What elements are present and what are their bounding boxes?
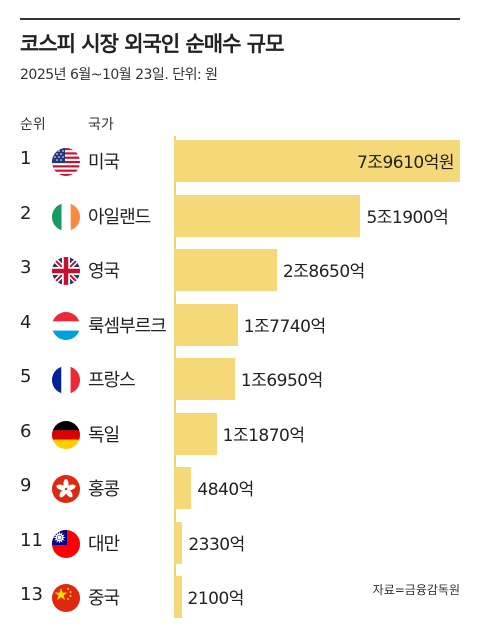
source-note: 자료=금융감독원: [372, 583, 460, 597]
france-flag-icon: [52, 366, 80, 394]
bar-row: 5 프랑스 1조6950억: [0, 354, 480, 408]
bar: [174, 140, 460, 182]
value-label: 1조1870억: [222, 425, 305, 446]
rank-label: 9: [20, 475, 32, 496]
us-flag-icon: [52, 148, 80, 176]
country-column-header: 국가: [88, 117, 114, 133]
uk-flag-icon: [52, 257, 80, 285]
value-label: 2330억: [188, 534, 245, 555]
china-flag-icon: [52, 584, 80, 612]
rank-label: 5: [20, 366, 32, 387]
country-label: 홍콩: [88, 479, 120, 500]
luxembourg-flag-icon: [52, 311, 80, 340]
value-label: 7조9610억원: [357, 153, 455, 173]
bar: [174, 467, 192, 509]
bar: [174, 358, 235, 400]
rank-label: 2: [20, 202, 32, 224]
value-label: 4840억: [197, 480, 254, 500]
rank-label: 1: [20, 148, 32, 169]
rank-column-header: 순위: [20, 117, 46, 133]
bar-row: 11 대만 2330억: [0, 518, 480, 572]
bar-row: 9 홍콩 4840억: [0, 463, 480, 517]
germany-flag-icon: [52, 420, 80, 449]
country-label: 독일: [88, 424, 120, 446]
value-label: 2100억: [187, 589, 245, 609]
rank-label: 3: [20, 257, 32, 278]
bar: [174, 303, 238, 346]
top-rule: [20, 18, 460, 20]
bar: [174, 521, 183, 564]
bar-row: 6 독일 1조1870억: [0, 409, 480, 463]
country-label: 미국: [88, 152, 120, 173]
value-label: 2조8650억: [282, 262, 365, 282]
bar: [174, 249, 277, 291]
bar-row: 4 룩셈부르크 1조7740억: [0, 300, 480, 354]
country-label: 프랑스: [88, 370, 136, 391]
country-label: 대만: [88, 533, 120, 555]
rank-label: 11: [20, 529, 43, 551]
country-label: 중국: [88, 588, 120, 609]
value-label: 1조7740억: [243, 316, 326, 337]
value-label: 5조1900억: [366, 207, 449, 228]
country-label: 영국: [88, 261, 120, 282]
country-label: 아일랜드: [88, 206, 151, 228]
bar: [174, 194, 361, 237]
value-label: 1조6950억: [240, 371, 323, 391]
bar-row: 3 영국 2조8650억: [0, 245, 480, 299]
chart-title: 코스피 시장 외국인 순매수 규모: [20, 32, 284, 56]
bar: [174, 412, 217, 455]
bar: [174, 576, 182, 618]
rank-label: 4: [20, 311, 32, 333]
chart-subtitle: 2025년 6월~10월 23일. 단위: 원: [20, 67, 218, 83]
taiwan-flag-icon: [52, 529, 80, 558]
bar-row: 2 아일랜드 5조1900억: [0, 191, 480, 245]
bar-row: 1 미국 7조9610억원: [0, 136, 480, 190]
rank-label: 13: [20, 584, 43, 605]
bar-row: 13 중국 2100억: [0, 572, 480, 626]
rank-label: 6: [20, 420, 32, 442]
hongkong-flag-icon: [52, 475, 80, 503]
country-label: 룩셈부르크: [88, 315, 167, 337]
ireland-flag-icon: [52, 202, 80, 231]
